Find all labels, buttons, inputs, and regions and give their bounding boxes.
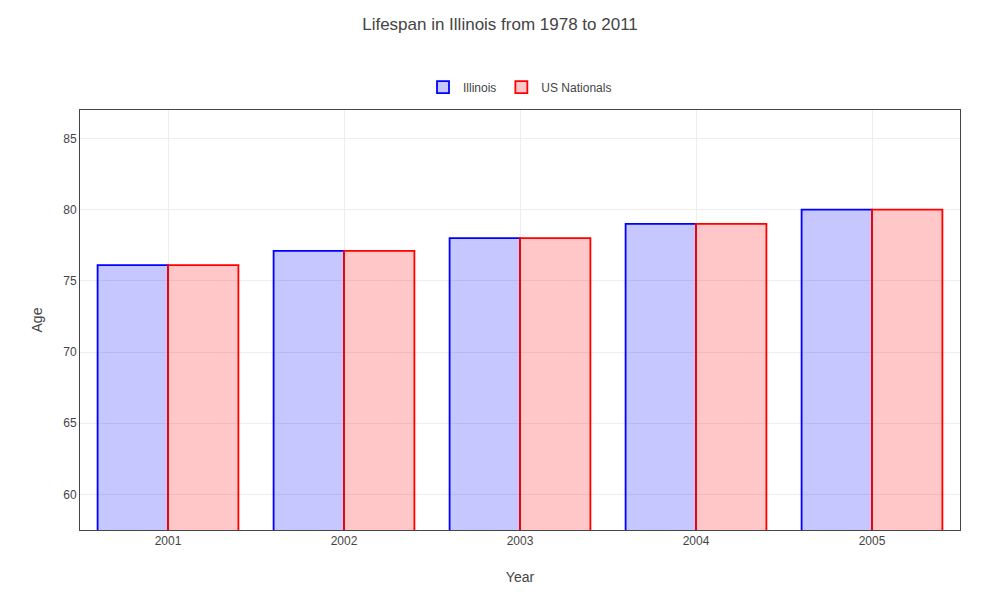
svg-text:60: 60 [63,488,77,502]
svg-text:Year: Year [506,569,535,585]
svg-text:2003: 2003 [507,534,534,548]
svg-text:2002: 2002 [331,534,358,548]
svg-text:75: 75 [63,274,77,288]
svg-text:2001: 2001 [155,534,182,548]
svg-text:2005: 2005 [859,534,886,548]
svg-text:70: 70 [63,345,77,359]
svg-text:80: 80 [63,203,77,217]
svg-text:Lifespan in Illinois from 1978: Lifespan in Illinois from 1978 to 2011 [362,15,638,34]
svg-text:2004: 2004 [683,534,710,548]
svg-text:US Nationals: US Nationals [541,81,611,95]
svg-text:85: 85 [63,132,77,146]
svg-text:Age: Age [29,307,45,332]
svg-text:65: 65 [63,416,77,430]
svg-text:Illinois: Illinois [463,81,496,95]
